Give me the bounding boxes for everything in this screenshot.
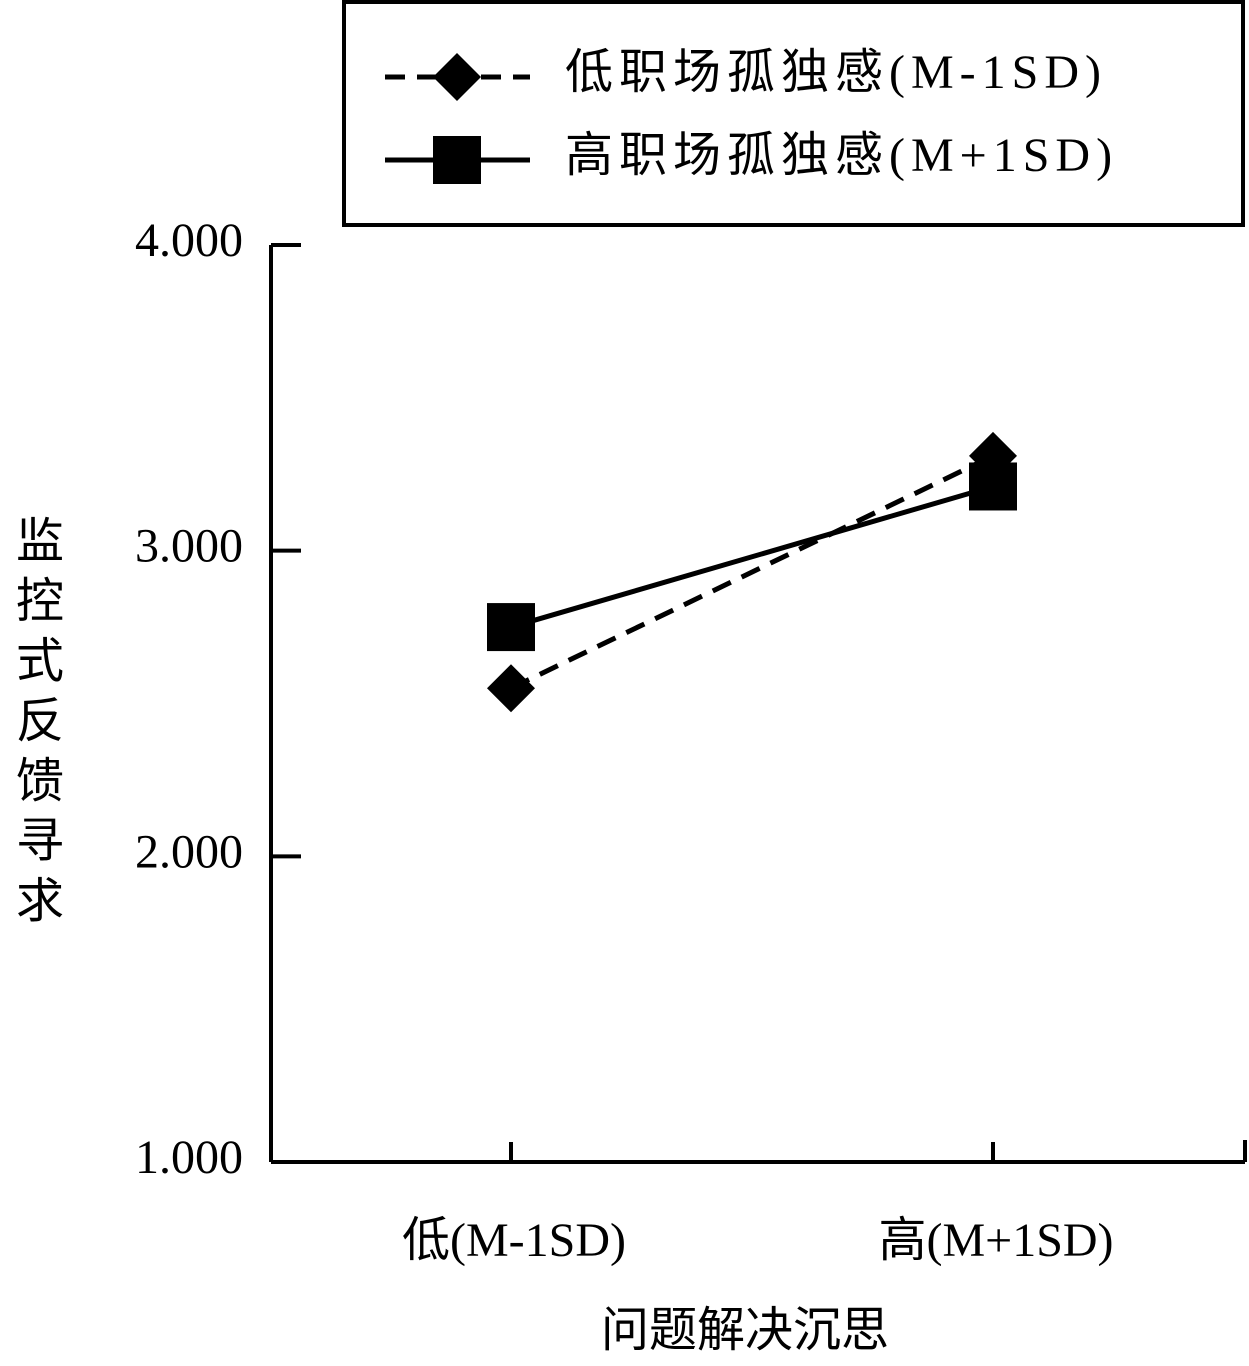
y-axis-title: 监控式反馈寻求 <box>8 515 63 935</box>
x-tick-label: 高(M+1SD) <box>878 1214 1113 1267</box>
x-tick-label: 低(M-1SD) <box>402 1214 626 1267</box>
y-tick-label: 4.000 <box>135 214 243 267</box>
y-tick-label: 3.000 <box>135 520 243 573</box>
legend-marker <box>433 53 481 101</box>
marker <box>487 664 535 713</box>
series-line <box>510 484 994 630</box>
legend-marker <box>433 136 481 184</box>
x-axis-title: 问题解决沉思 <box>601 1304 889 1357</box>
series-line <box>509 453 995 691</box>
marker <box>969 462 1017 511</box>
y-tick-label: 1.000 <box>135 1131 243 1184</box>
legend-label: 高职场孤独感(M+1SD) <box>565 129 1118 182</box>
legend-box <box>342 0 1245 227</box>
marker <box>487 603 535 652</box>
y-tick-label: 2.000 <box>135 825 243 878</box>
legend-label: 低职场孤独感(M-1SD) <box>565 46 1107 99</box>
